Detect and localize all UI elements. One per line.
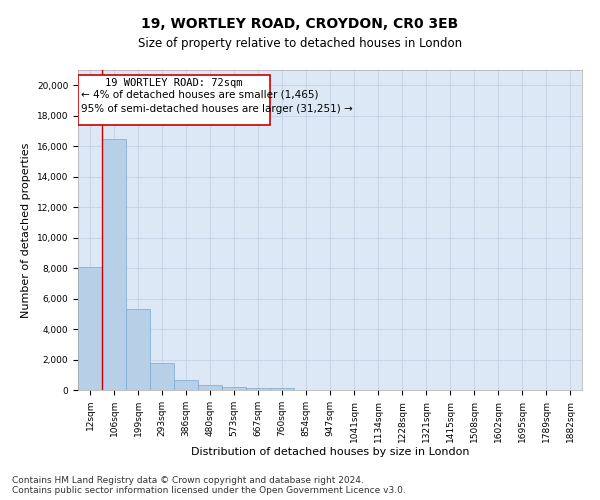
Text: ← 4% of detached houses are smaller (1,465): ← 4% of detached houses are smaller (1,4… xyxy=(81,90,319,100)
Bar xyxy=(222,387,246,390)
Bar xyxy=(270,388,294,390)
Bar xyxy=(102,138,126,390)
Text: 19 WORTLEY ROAD: 72sqm: 19 WORTLEY ROAD: 72sqm xyxy=(106,78,243,88)
Bar xyxy=(126,309,150,390)
Y-axis label: Number of detached properties: Number of detached properties xyxy=(21,142,31,318)
Text: 95% of semi-detached houses are larger (31,251) →: 95% of semi-detached houses are larger (… xyxy=(81,104,353,114)
Text: 19, WORTLEY ROAD, CROYDON, CR0 3EB: 19, WORTLEY ROAD, CROYDON, CR0 3EB xyxy=(142,18,458,32)
Text: Contains HM Land Registry data © Crown copyright and database right 2024.: Contains HM Land Registry data © Crown c… xyxy=(12,476,364,485)
Bar xyxy=(246,388,270,390)
Text: Contains public sector information licensed under the Open Government Licence v3: Contains public sector information licen… xyxy=(12,486,406,495)
FancyBboxPatch shape xyxy=(79,74,270,125)
Bar xyxy=(78,266,102,390)
Bar xyxy=(174,380,198,390)
Bar xyxy=(198,385,222,390)
Text: Size of property relative to detached houses in London: Size of property relative to detached ho… xyxy=(138,38,462,51)
X-axis label: Distribution of detached houses by size in London: Distribution of detached houses by size … xyxy=(191,448,469,458)
Bar xyxy=(150,364,174,390)
